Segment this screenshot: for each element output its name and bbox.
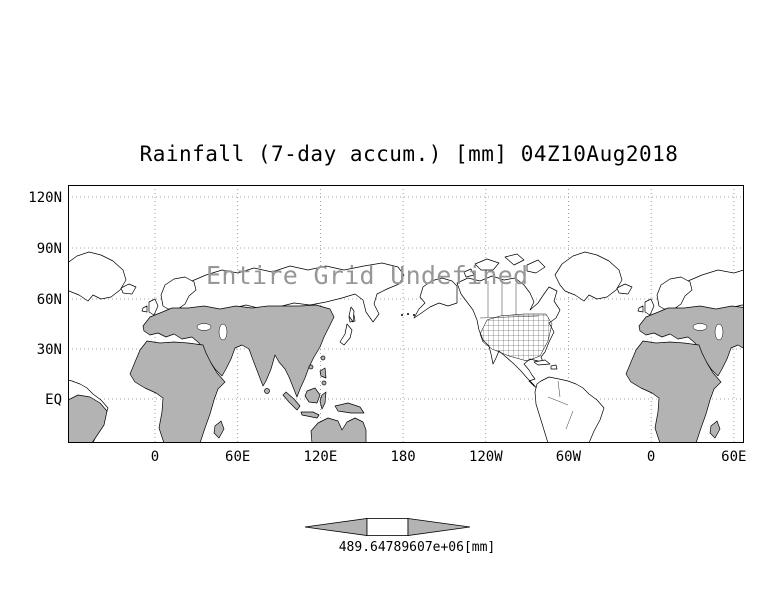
lat-tick-label: 30N xyxy=(36,342,62,358)
lat-tick-label: 90N xyxy=(36,241,62,257)
old-world-landmass xyxy=(120,262,405,443)
lon-tick-label: 120W xyxy=(468,449,503,465)
old-world-landmass-wrap xyxy=(616,262,744,443)
lat-tick-label: EQ xyxy=(45,392,62,408)
map-border xyxy=(68,185,744,443)
colorbar-label: 489.64789607e+06[mm] xyxy=(338,540,496,555)
lon-tick-label: 0 xyxy=(646,449,656,465)
lon-tick-label: 120E xyxy=(303,449,338,465)
plot-title: Rainfall (7-day accum.) [mm] 04Z10Aug201… xyxy=(139,142,679,166)
lon-tick-label: 60E xyxy=(225,449,251,465)
lon-tick-label: 0 xyxy=(150,449,160,465)
lat-tick-label: 60N xyxy=(36,292,62,308)
lon-tick-label: 60W xyxy=(555,449,582,465)
lat-tick-label: 120N xyxy=(28,190,62,206)
world-map xyxy=(68,185,744,443)
lon-tick-label: 180 xyxy=(390,449,416,465)
map-content xyxy=(68,185,744,443)
colorbar-left-arrow xyxy=(304,518,368,536)
grid-undefined-message: Entire Grid Undefined xyxy=(206,261,529,290)
south-america-left-repeat xyxy=(68,394,108,443)
colorbar-body xyxy=(366,518,409,536)
colorbar xyxy=(304,518,471,536)
lon-tick-label: 60E xyxy=(721,449,747,465)
map-frame xyxy=(68,185,744,443)
colorbar-right-arrow xyxy=(407,518,471,536)
